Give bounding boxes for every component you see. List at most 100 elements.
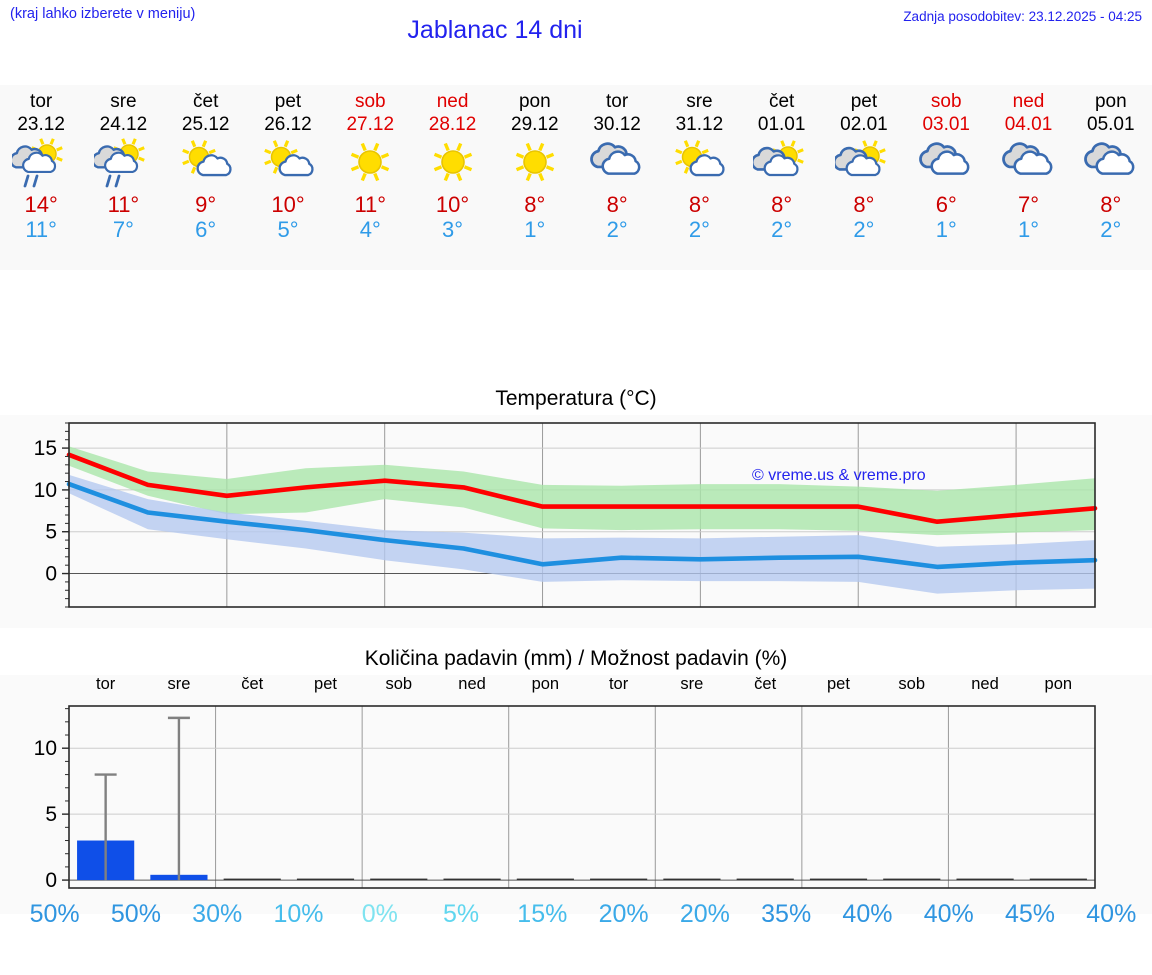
day-column-5[interactable]: ned 28.12 10° 3°: [411, 85, 493, 270]
precip-probability-1: 50%: [110, 900, 161, 928]
precip-probability-3: 10%: [273, 900, 324, 928]
day-temp-max: 9°: [195, 192, 217, 217]
prec-day-label-9: čet: [754, 675, 777, 693]
day-column-7[interactable]: tor 30.12 8° 2°: [576, 85, 658, 270]
prec-day-label-8: sre: [680, 675, 704, 693]
day-weather-icon: [658, 136, 740, 192]
temperature-line-1: [66, 481, 1098, 570]
temperature-band-0: [69, 446, 1095, 536]
precip-probability-6: 15%: [517, 900, 568, 928]
day-date: 25.12: [181, 114, 230, 135]
cloudy-icon: [919, 142, 970, 175]
precip-probability-11: 40%: [923, 900, 974, 928]
precip-probability-12: 45%: [1004, 900, 1056, 928]
precip-probability-5: 5%: [442, 900, 480, 928]
day-column-9[interactable]: čet 01.01 8° 2°: [741, 85, 823, 270]
prec-day-label-5: ned: [458, 675, 486, 693]
day-column-13[interactable]: pon 05.01 8° 2°: [1070, 85, 1152, 270]
temp-ytick-label: 0: [45, 563, 57, 586]
day-column-11[interactable]: sob 03.01 6° 1°: [905, 85, 987, 270]
precip-bar-7: [590, 878, 648, 881]
day-date: 02.01: [840, 114, 888, 135]
day-column-10[interactable]: pet 02.01 8° 2°: [823, 85, 905, 270]
cloudy-icon: [1001, 142, 1052, 175]
sun-icon: [515, 142, 554, 182]
day-temp-min: 6°: [195, 217, 217, 242]
precip-probability-2: 30%: [192, 900, 243, 928]
day-name: sob: [354, 91, 386, 112]
precip-ytick-label: 0: [45, 869, 57, 892]
day-weather-icon: [329, 136, 411, 192]
day-date: 24.12: [99, 114, 148, 135]
precip-bar-5: [443, 878, 501, 881]
cloudy-icon: [590, 142, 641, 175]
day-date: 31.12: [675, 114, 724, 135]
prec-day-label-3: pet: [314, 675, 337, 693]
day-column-6[interactable]: pon 29.12 8° 1°: [494, 85, 576, 270]
prec-day-label-12: ned: [971, 675, 999, 693]
day-temp-min: 1°: [935, 217, 957, 242]
precip-probability-0: 50%: [29, 900, 80, 928]
day-name: čet: [193, 91, 219, 112]
day-name: ned: [436, 91, 469, 112]
day-date: 29.12: [511, 114, 559, 135]
day-temp-max: 8°: [524, 192, 546, 217]
temp-ytick-label: 5: [45, 521, 57, 544]
temperature-chart-title: Temperatura (°C): [0, 382, 1152, 415]
temp-ytick-label: 15: [34, 437, 57, 460]
precip-probability-7: 20%: [598, 900, 649, 928]
day-column-2[interactable]: čet 25.12 9° 6°: [165, 85, 247, 270]
day-column-12[interactable]: ned 04.01 7° 1°: [987, 85, 1069, 270]
day-name: sre: [686, 91, 713, 112]
precip-bar-4: [370, 878, 428, 881]
day-date: 03.01: [922, 114, 970, 135]
day-date: 01.01: [757, 114, 806, 135]
precip-probability-10: 40%: [842, 900, 893, 928]
day-temp-max: 6°: [935, 192, 957, 217]
day-temp-max: 11°: [354, 192, 387, 217]
day-weather-icon: [1070, 136, 1152, 192]
menu-hint-label[interactable]: (kraj lahko izberete v meniju): [10, 6, 196, 22]
precip-probability-4: 0%: [361, 900, 398, 928]
day-column-8[interactable]: sre 31.12 8° 2°: [658, 85, 740, 270]
sun-small-cloud-icon: [675, 140, 725, 177]
day-temp-min: 2°: [1100, 217, 1122, 242]
precip-bar-13: [1029, 878, 1087, 881]
day-temp-min: 11°: [25, 217, 57, 242]
precip-ytick-label: 10: [34, 737, 57, 760]
day-temp-min: 5°: [277, 217, 299, 242]
day-column-4[interactable]: sob 27.12 11° 4°: [329, 85, 411, 270]
temp-ytick-label: 10: [34, 479, 57, 502]
day-temp-min: 1°: [1017, 217, 1040, 242]
day-weather-icon: [82, 136, 164, 192]
sun-small-cloud-icon: [181, 140, 232, 177]
day-temp-max: 8°: [688, 192, 710, 217]
sun-small-cloud-icon: [264, 140, 314, 177]
cloud-sun-icon: [752, 140, 804, 177]
page-title: Jablanac 14 dni: [407, 16, 583, 44]
precip-bar-11: [883, 878, 941, 881]
day-temp-max: 8°: [606, 192, 628, 217]
day-column-3[interactable]: pet 26.12 10° 5°: [247, 85, 329, 270]
sun-cloud-rain-icon: [94, 138, 146, 188]
precip-bar-2: [223, 878, 281, 881]
cloud-sun-icon: [834, 140, 886, 177]
day-column-0[interactable]: tor 23.12 14° 11°: [0, 85, 82, 270]
day-date: 30.12: [593, 114, 641, 135]
cloudy-icon: [1083, 142, 1135, 175]
precip-bar-12: [956, 878, 1014, 881]
day-weather-icon: [494, 136, 576, 192]
prec-day-label-7: tor: [608, 675, 629, 693]
precipitation-panel: Količina padavin (mm) / Možnost padavin …: [0, 642, 1152, 914]
precip-ytick-label: 5: [45, 803, 57, 826]
day-weather-icon: [0, 136, 82, 192]
day-temp-min: 2°: [853, 217, 875, 242]
day-column-1[interactable]: sre 24.12 11° 7°: [82, 85, 164, 270]
precip-bar-8: [663, 878, 721, 881]
day-date: 28.12: [428, 114, 477, 135]
prec-day-label-1: sre: [167, 675, 191, 693]
precip-probability-9: 35%: [761, 900, 812, 928]
prec-day-label-11: sob: [898, 675, 926, 693]
day-name: pon: [518, 91, 551, 112]
